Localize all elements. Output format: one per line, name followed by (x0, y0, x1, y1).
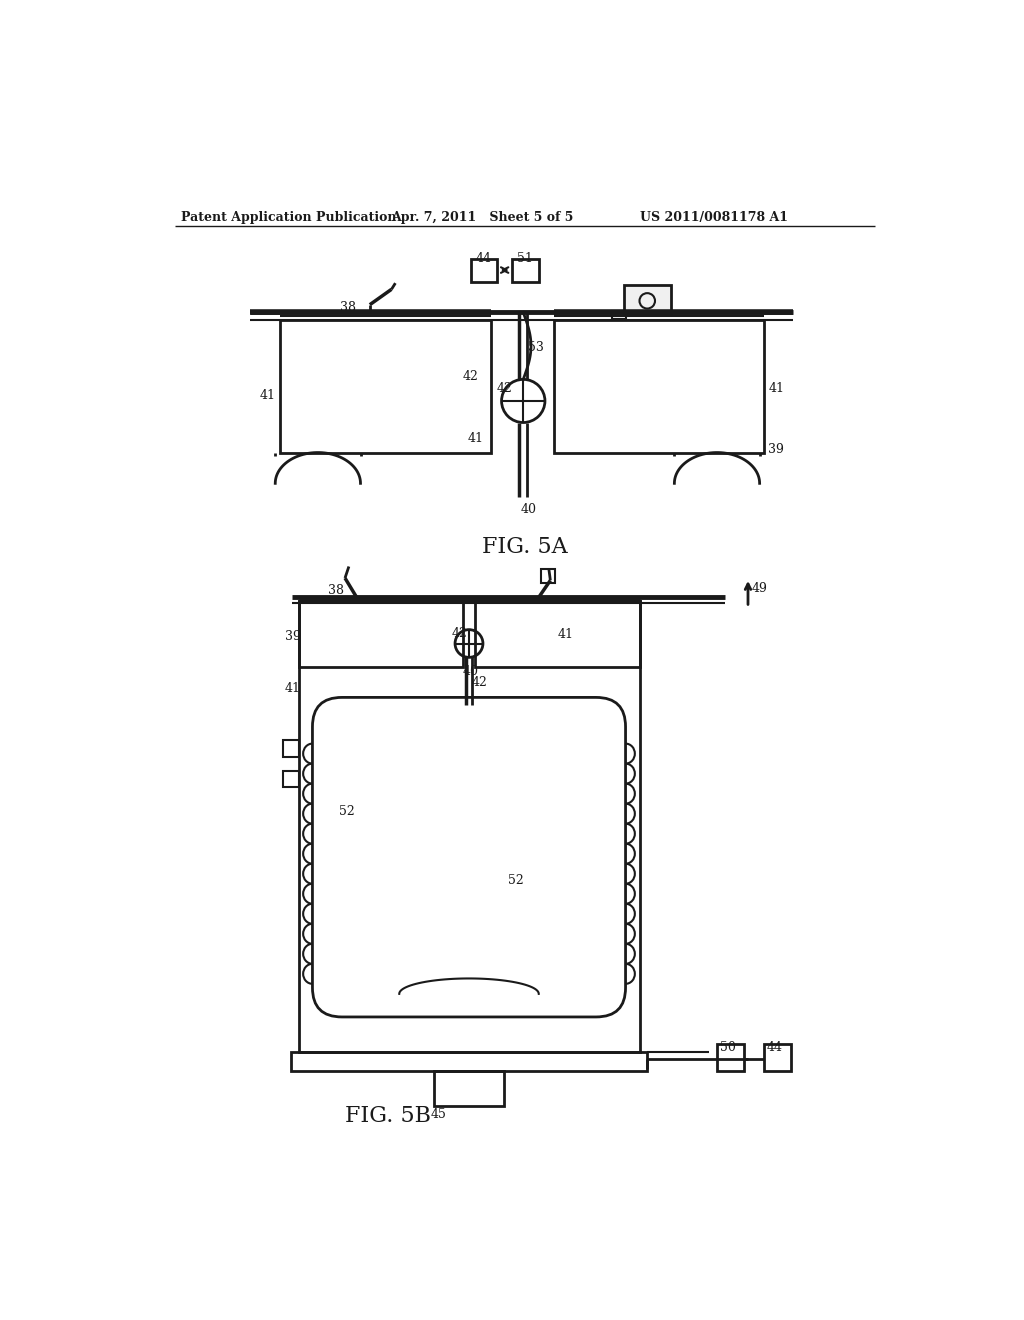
Text: 40: 40 (463, 665, 479, 678)
Text: 40: 40 (520, 503, 537, 516)
Text: 42: 42 (463, 370, 478, 383)
Text: Patent Application Publication: Patent Application Publication (180, 211, 396, 224)
Bar (299, 601, 640, 1052)
Text: 42: 42 (452, 627, 467, 640)
Text: 39: 39 (285, 630, 300, 643)
Bar (283, 739, 299, 756)
Text: 50: 50 (720, 1040, 736, 1053)
Bar (624, 285, 671, 314)
Text: 44: 44 (767, 1040, 782, 1053)
Bar (764, 1044, 791, 1071)
Bar (280, 321, 490, 453)
Text: FIG. 5B: FIG. 5B (345, 1106, 431, 1127)
Bar (283, 771, 299, 788)
Text: 53: 53 (528, 341, 544, 354)
Text: 39: 39 (768, 444, 784, 457)
Bar (299, 601, 463, 667)
Text: Apr. 7, 2011   Sheet 5 of 5: Apr. 7, 2011 Sheet 5 of 5 (391, 211, 573, 224)
Text: 49: 49 (752, 582, 768, 595)
Text: 42: 42 (497, 381, 513, 395)
Bar (554, 321, 764, 453)
Text: US 2011/0081178 A1: US 2011/0081178 A1 (640, 211, 787, 224)
Text: 38: 38 (340, 301, 355, 314)
Bar (471, 259, 497, 281)
Text: 41: 41 (285, 682, 301, 696)
Text: 38: 38 (328, 585, 344, 597)
Bar (434, 1071, 504, 1106)
Bar (475, 601, 640, 667)
Text: 42: 42 (472, 676, 488, 689)
Bar (512, 259, 539, 281)
Text: 41: 41 (557, 628, 573, 642)
Text: 52: 52 (339, 805, 354, 818)
Text: 41: 41 (260, 389, 275, 403)
Text: 41: 41 (467, 432, 483, 445)
Bar (717, 1044, 744, 1071)
Text: 45: 45 (430, 1107, 446, 1121)
Text: 51: 51 (517, 252, 532, 265)
Text: FIG. 5A: FIG. 5A (482, 536, 567, 557)
Text: 52: 52 (508, 875, 523, 887)
Bar (291, 1052, 647, 1071)
Text: 44: 44 (475, 252, 492, 265)
Bar (541, 569, 555, 582)
Text: 41: 41 (768, 381, 784, 395)
Bar (612, 312, 627, 318)
